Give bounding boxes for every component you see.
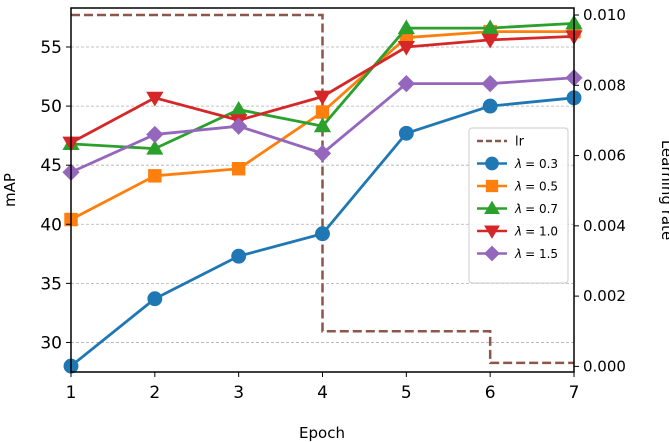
learning-rate-series — [71, 13, 574, 365]
y2-tick-label: 0.008 — [583, 76, 626, 94]
y-tick-label: 40 — [40, 215, 62, 235]
x-tick-label: 4 — [317, 383, 328, 403]
legend-value: = 0.3 — [525, 157, 558, 171]
y-tick-label: 35 — [40, 274, 62, 294]
legend-lambda: λ — [514, 202, 522, 216]
data-point — [230, 100, 248, 116]
data-point — [315, 226, 330, 242]
data-point — [397, 19, 415, 35]
x-tick-label: 6 — [485, 383, 496, 403]
y-tick-label: 55 — [40, 38, 62, 58]
legend-lambda: λ — [514, 157, 522, 171]
data-point — [482, 98, 498, 114]
legend-entry-3: λ = 0.7 — [477, 200, 558, 216]
data-point — [481, 19, 499, 35]
lr-line — [71, 13, 574, 365]
data-point — [313, 117, 332, 133]
legend-swatch-marker — [485, 156, 499, 171]
legend-label: λ = 0.7 — [514, 202, 558, 216]
data-point — [146, 125, 164, 144]
map-series — [62, 14, 583, 374]
legend-entry-5: λ = 1.5 — [477, 245, 558, 262]
data-point — [231, 162, 246, 176]
data-point — [231, 248, 247, 264]
legend-label: λ = 1.0 — [514, 225, 558, 239]
data-point — [146, 91, 164, 107]
legend-lambda: λ — [514, 180, 522, 194]
legend-value: = 0.7 — [525, 202, 558, 216]
legend-swatch-marker — [484, 200, 500, 215]
x-axis-ticks: 1 2 3 4 5 6 7 — [66, 372, 580, 403]
legend-label: λ = 0.5 — [514, 180, 558, 194]
data-point — [481, 33, 499, 49]
data-point — [230, 117, 248, 135]
legend-lambda: λ — [514, 225, 522, 239]
legend-value: = 0.5 — [525, 180, 558, 194]
legend-entry-4: λ = 1.0 — [477, 225, 558, 239]
x-tick-label: 5 — [401, 383, 412, 403]
legend-swatch-marker — [484, 245, 500, 262]
legend-lambda: λ — [514, 247, 522, 261]
data-point — [397, 40, 415, 56]
data-point — [315, 105, 330, 119]
legend-entry-lr: lr — [477, 135, 525, 150]
x-axis-label: Epoch — [299, 424, 345, 442]
legend: lrλ = 0.3λ = 0.5λ = 0.7λ = 1.0λ = 1.5 — [468, 127, 569, 284]
series-5 — [62, 69, 583, 181]
data-point — [146, 139, 164, 155]
data-point — [399, 30, 414, 45]
legend-label: lr — [515, 135, 525, 150]
legend-label: λ = 1.5 — [514, 247, 558, 261]
y-axis-ticks: 30 35 40 45 50 55 — [40, 38, 71, 353]
y2-tick-label: 0.000 — [583, 357, 626, 375]
data-point — [398, 125, 414, 141]
y2-tick-label: 0.006 — [583, 147, 626, 165]
y2-tick-label: 0.004 — [583, 217, 626, 235]
y2-axis-ticks: 0.000 0.002 0.004 0.006 0.008 0.010 — [574, 6, 626, 375]
x-tick-label: 1 — [66, 383, 77, 403]
y-tick-label: 45 — [40, 156, 62, 176]
y-tick-label: 30 — [40, 333, 62, 353]
y-tick-label: 50 — [40, 97, 62, 117]
legend-entry-2: λ = 0.5 — [477, 180, 558, 194]
data-point — [481, 74, 499, 93]
data-point — [147, 291, 163, 307]
legend-label: λ = 0.3 — [514, 157, 558, 171]
legend-swatch-marker — [485, 179, 499, 193]
y2-tick-label: 0.010 — [583, 6, 626, 24]
data-point — [397, 74, 415, 93]
legend-swatch-marker — [484, 225, 500, 239]
x-tick-label: 3 — [233, 383, 244, 403]
x-tick-label: 7 — [569, 383, 580, 403]
legend-value: = 1.0 — [525, 225, 558, 239]
data-point — [148, 169, 162, 183]
y-axis-label: mAP — [1, 173, 19, 207]
data-point — [313, 90, 332, 106]
y2-axis-label: Learning rate — [658, 140, 669, 240]
y2-tick-label: 0.002 — [583, 287, 626, 305]
legend-value: = 1.5 — [525, 247, 558, 261]
data-point — [313, 144, 332, 163]
x-tick-label: 2 — [149, 383, 160, 403]
series-1 — [63, 90, 582, 374]
legend-entry-1: λ = 0.3 — [477, 156, 558, 171]
